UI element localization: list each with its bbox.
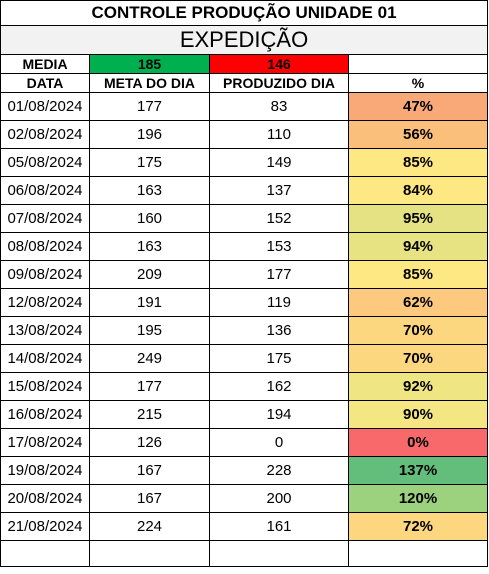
table-row: 02/08/2024 196 110 56% bbox=[0, 120, 488, 149]
cell-produzido: 83 bbox=[209, 92, 349, 121]
cell-meta: 196 bbox=[89, 120, 210, 149]
cell-pct: 95% bbox=[348, 204, 488, 233]
cell-produzido: 119 bbox=[209, 288, 349, 317]
cell-pct: 56% bbox=[348, 120, 488, 149]
cell-meta: 209 bbox=[89, 260, 210, 289]
media-produzido-value: 146 bbox=[209, 54, 349, 74]
cell-meta: 177 bbox=[89, 92, 210, 121]
empty-cell bbox=[348, 540, 488, 567]
table-row: 07/08/2024 160 152 95% bbox=[0, 204, 488, 233]
empty-cell bbox=[0, 540, 90, 567]
cell-produzido: 194 bbox=[209, 400, 349, 429]
cell-produzido: 228 bbox=[209, 456, 349, 485]
cell-meta: 215 bbox=[89, 400, 210, 429]
cell-pct: 137% bbox=[348, 456, 488, 485]
cell-pct: 85% bbox=[348, 148, 488, 177]
table-row: 05/08/2024 175 149 85% bbox=[0, 148, 488, 177]
table-row: 19/08/2024 167 228 137% bbox=[0, 456, 488, 485]
cell-produzido: 200 bbox=[209, 484, 349, 513]
cell-pct: 90% bbox=[348, 400, 488, 429]
cell-data: 08/08/2024 bbox=[0, 232, 90, 261]
sheet-subtitle: EXPEDIÇÃO bbox=[0, 25, 488, 55]
cell-data: 13/08/2024 bbox=[0, 316, 90, 345]
cell-data: 12/08/2024 bbox=[0, 288, 90, 317]
media-label: MEDIA bbox=[0, 54, 90, 74]
cell-data: 15/08/2024 bbox=[0, 372, 90, 401]
table-row: 14/08/2024 249 175 70% bbox=[0, 344, 488, 373]
cell-meta: 163 bbox=[89, 232, 210, 261]
table-row: 09/08/2024 209 177 85% bbox=[0, 260, 488, 289]
cell-produzido: 152 bbox=[209, 204, 349, 233]
cell-produzido: 110 bbox=[209, 120, 349, 149]
empty-row bbox=[0, 540, 488, 567]
cell-meta: 175 bbox=[89, 148, 210, 177]
cell-pct: 70% bbox=[348, 344, 488, 373]
cell-meta: 191 bbox=[89, 288, 210, 317]
cell-produzido: 177 bbox=[209, 260, 349, 289]
empty-cell bbox=[209, 540, 349, 567]
cell-data: 05/08/2024 bbox=[0, 148, 90, 177]
cell-data: 21/08/2024 bbox=[0, 512, 90, 541]
cell-produzido: 162 bbox=[209, 372, 349, 401]
cell-data: 06/08/2024 bbox=[0, 176, 90, 205]
cell-meta: 167 bbox=[89, 456, 210, 485]
header-produzido: PRODUZIDO DIA bbox=[209, 73, 349, 93]
cell-pct: 84% bbox=[348, 176, 488, 205]
cell-pct: 47% bbox=[348, 92, 488, 121]
table-row: 20/08/2024 167 200 120% bbox=[0, 484, 488, 513]
cell-meta: 177 bbox=[89, 372, 210, 401]
header-data: DATA bbox=[0, 73, 90, 93]
cell-data: 19/08/2024 bbox=[0, 456, 90, 485]
table-row: 17/08/2024 126 0 0% bbox=[0, 428, 488, 457]
cell-produzido: 175 bbox=[209, 344, 349, 373]
cell-data: 20/08/2024 bbox=[0, 484, 90, 513]
cell-data: 07/08/2024 bbox=[0, 204, 90, 233]
table-row: 15/08/2024 177 162 92% bbox=[0, 372, 488, 401]
cell-pct: 0% bbox=[348, 428, 488, 457]
cell-meta: 126 bbox=[89, 428, 210, 457]
cell-produzido: 0 bbox=[209, 428, 349, 457]
sheet-title: CONTROLE PRODUÇÃO UNIDADE 01 bbox=[0, 0, 488, 26]
cell-data: 01/08/2024 bbox=[0, 92, 90, 121]
cell-pct: 120% bbox=[348, 484, 488, 513]
header-meta: META DO DIA bbox=[89, 73, 210, 93]
table-row: 16/08/2024 215 194 90% bbox=[0, 400, 488, 429]
cell-meta: 249 bbox=[89, 344, 210, 373]
cell-data: 17/08/2024 bbox=[0, 428, 90, 457]
table-row: 13/08/2024 195 136 70% bbox=[0, 316, 488, 345]
cell-meta: 163 bbox=[89, 176, 210, 205]
cell-produzido: 137 bbox=[209, 176, 349, 205]
table-row: 08/08/2024 163 153 94% bbox=[0, 232, 488, 261]
cell-meta: 160 bbox=[89, 204, 210, 233]
table-row: 01/08/2024 177 83 47% bbox=[0, 92, 488, 121]
cell-produzido: 149 bbox=[209, 148, 349, 177]
table-row: 12/08/2024 191 119 62% bbox=[0, 288, 488, 317]
empty-cell bbox=[89, 540, 210, 567]
cell-pct: 70% bbox=[348, 316, 488, 345]
media-empty-cell bbox=[348, 54, 488, 74]
cell-data: 16/08/2024 bbox=[0, 400, 90, 429]
cell-produzido: 136 bbox=[209, 316, 349, 345]
cell-meta: 224 bbox=[89, 512, 210, 541]
cell-meta: 195 bbox=[89, 316, 210, 345]
cell-pct: 62% bbox=[348, 288, 488, 317]
cell-pct: 72% bbox=[348, 512, 488, 541]
cell-data: 14/08/2024 bbox=[0, 344, 90, 373]
table-row: 21/08/2024 224 161 72% bbox=[0, 512, 488, 541]
cell-pct: 85% bbox=[348, 260, 488, 289]
cell-data: 02/08/2024 bbox=[0, 120, 90, 149]
cell-produzido: 153 bbox=[209, 232, 349, 261]
cell-produzido: 161 bbox=[209, 512, 349, 541]
cell-pct: 94% bbox=[348, 232, 488, 261]
table-row: 06/08/2024 163 137 84% bbox=[0, 176, 488, 205]
cell-meta: 167 bbox=[89, 484, 210, 513]
cell-data: 09/08/2024 bbox=[0, 260, 90, 289]
media-meta-value: 185 bbox=[89, 54, 210, 74]
header-pct: % bbox=[348, 73, 488, 93]
cell-pct: 92% bbox=[348, 372, 488, 401]
